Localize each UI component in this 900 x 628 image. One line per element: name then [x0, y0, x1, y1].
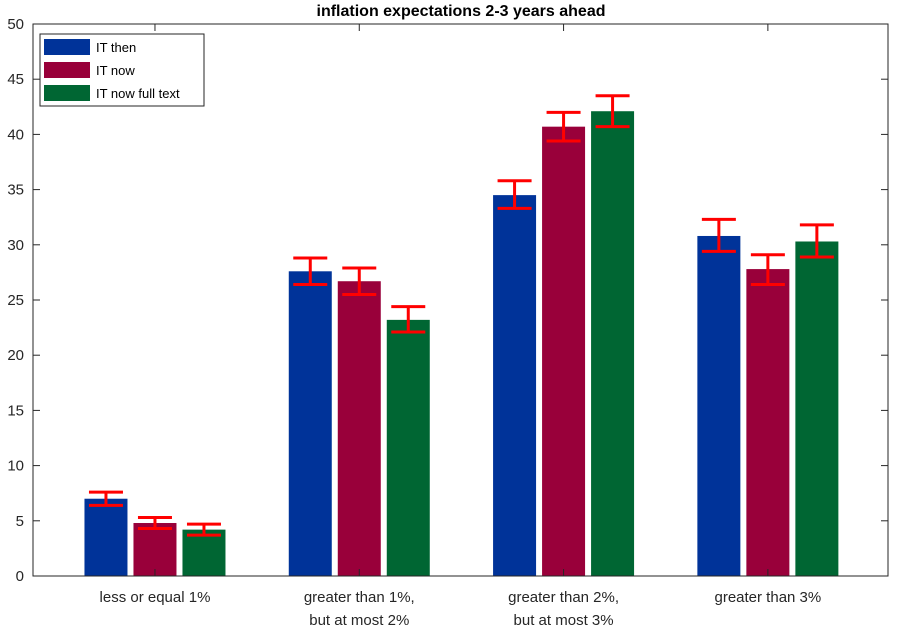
error-bar [799, 223, 834, 259]
bars-layer [84, 111, 839, 577]
bar [746, 269, 790, 576]
bar [542, 126, 586, 577]
bar [182, 529, 226, 576]
error-bar [750, 253, 785, 287]
legend-swatch [44, 39, 90, 55]
y-tick-label: 15 [7, 402, 24, 419]
x-tick-label: greater than 2%, [508, 589, 619, 606]
error-bar [595, 94, 630, 129]
error-bar [546, 110, 581, 143]
y-tick-label: 10 [7, 458, 24, 475]
legend-label: IT now full text [96, 86, 180, 101]
y-tick-label: 35 [7, 182, 24, 199]
legend-swatch [44, 85, 90, 101]
error-bar [391, 305, 426, 334]
error-bar [186, 522, 221, 537]
x-tick-label: less or equal 1% [100, 589, 211, 606]
y-tick-label: 0 [16, 568, 24, 585]
y-tick-label: 20 [7, 347, 24, 364]
legend-swatch [44, 62, 90, 78]
bar [591, 111, 635, 576]
x-axis: less or equal 1% greater than 1%, but at m… [100, 24, 821, 628]
bar [493, 195, 537, 576]
bar [133, 523, 177, 576]
y-tick-label: 50 [7, 16, 24, 33]
bar [795, 241, 839, 577]
y-tick-label: 30 [7, 237, 24, 254]
error-bar [88, 490, 123, 507]
error-bar [497, 179, 532, 210]
bar [697, 235, 741, 576]
bar [288, 271, 332, 576]
legend: IT then IT now IT now full text [39, 33, 205, 107]
bar [386, 319, 430, 576]
error-bar [293, 256, 328, 287]
x-tick-label: but at most 2% [309, 612, 409, 628]
chart-title: inflation expectations 2-3 years ahead [317, 3, 606, 20]
error-bars-layer [88, 94, 834, 537]
error-bar [137, 515, 172, 531]
y-tick-label: 5 [16, 513, 24, 530]
legend-label: IT now [96, 63, 135, 78]
y-axis: 0 5 10 15 20 25 30 35 40 45 50 [7, 16, 888, 585]
y-tick-label: 40 [7, 126, 24, 143]
error-bar [342, 266, 377, 296]
y-tick-label: 25 [7, 292, 24, 309]
bar [84, 498, 128, 576]
x-tick-label: greater than 3% [714, 589, 821, 606]
x-tick-label: greater than 1%, [304, 589, 415, 606]
error-bar [701, 217, 736, 253]
legend-label: IT then [96, 40, 136, 55]
x-tick-label: but at most 3% [514, 612, 614, 628]
y-tick-label: 45 [7, 71, 24, 88]
bar [337, 281, 381, 576]
